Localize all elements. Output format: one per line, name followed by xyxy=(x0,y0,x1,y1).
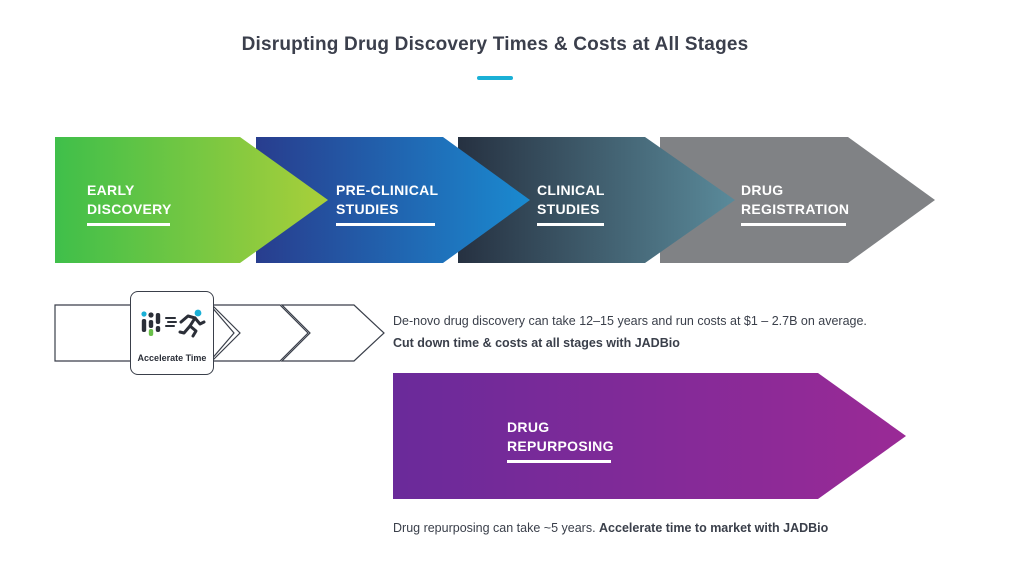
repurposing-description: Drug repurposing can take ~5 years. Acce… xyxy=(393,521,828,535)
stage-label-drug-registration: DRUG REGISTRATION xyxy=(741,181,849,226)
repurposing-desc-plain: Drug repurposing can take ~5 years. xyxy=(393,521,600,535)
stage-label-early-discovery: EARLY DISCOVERY xyxy=(87,181,172,226)
stage-label-line1: DRUG xyxy=(741,182,784,198)
accelerate-time-badge: Accelerate Time xyxy=(130,291,214,375)
stage-underline xyxy=(87,223,170,226)
repurposing-arrow xyxy=(393,373,906,499)
stage-label-line2: STUDIES xyxy=(537,201,600,217)
traditional-cta: Cut down time & costs at all stages with… xyxy=(393,336,680,350)
stage-label-clinical: CLINICAL STUDIES xyxy=(537,181,605,226)
stage-label-line1: CLINICAL xyxy=(537,182,605,198)
stage-arrow-pre-clinical-studies xyxy=(256,137,530,263)
stage-arrow-clinical-studies xyxy=(458,137,735,263)
timeline-chevrons xyxy=(54,304,385,362)
stage-underline xyxy=(537,223,604,226)
page-title: Disrupting Drug Discovery Times & Costs … xyxy=(241,34,749,55)
stage-underline xyxy=(336,223,435,226)
outline-chevron-4 xyxy=(280,304,385,362)
repurposing-underline xyxy=(507,460,611,463)
stage-label-line2: STUDIES xyxy=(336,201,399,217)
outline-chevron-3 xyxy=(210,304,309,362)
stage-underline xyxy=(741,223,846,226)
stage-label-line1: EARLY xyxy=(87,182,135,198)
traditional-description: De-novo drug discovery can take 12–15 ye… xyxy=(393,314,867,328)
runner-icon xyxy=(140,309,205,337)
stage-arrow-early-discovery xyxy=(55,137,328,263)
repurposing-label-line1: DRUG xyxy=(507,419,550,435)
repurposing-label: DRUG REPURPOSING xyxy=(507,418,614,463)
stage-label-line2: REGISTRATION xyxy=(741,201,850,217)
stage-label-line2: DISCOVERY xyxy=(87,201,172,217)
repurposing-desc-bold: Accelerate time to market with JADBio xyxy=(599,521,829,535)
badge-label: Accelerate Time xyxy=(137,353,207,363)
repurposing-label-line2: REPURPOSING xyxy=(507,438,614,454)
stage-arrow-drug-registration xyxy=(660,137,935,263)
stage-label-line1: PRE-CLINICAL xyxy=(336,182,439,198)
title-underline xyxy=(477,76,513,80)
stage-label-pre-clinical: PRE-CLINICAL STUDIES xyxy=(336,181,438,226)
